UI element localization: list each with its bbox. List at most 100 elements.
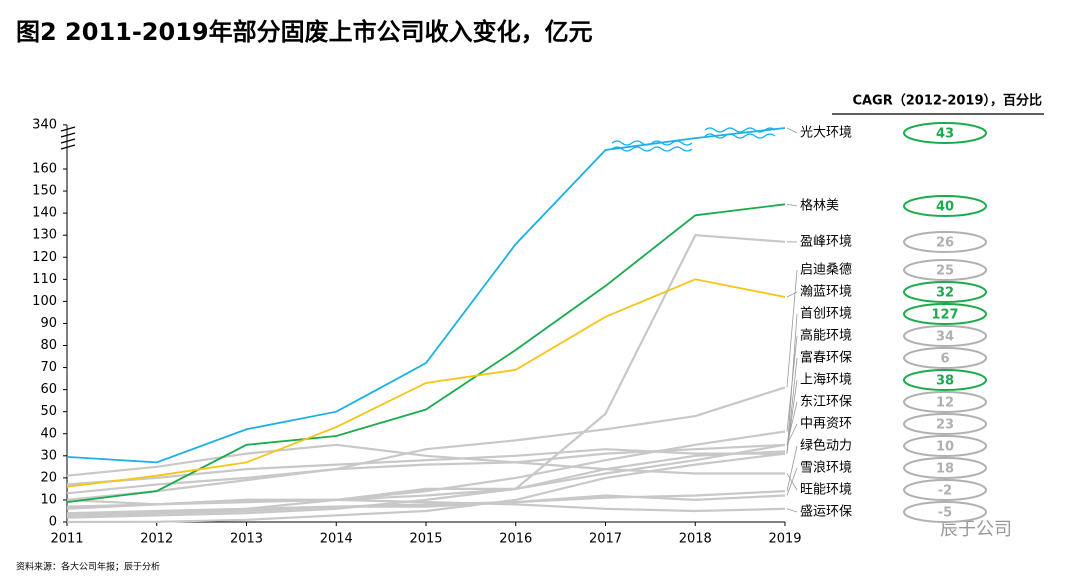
cagr-pill: [903, 259, 987, 281]
axis-break: [60, 126, 76, 150]
label-leader: [786, 269, 798, 388]
legend-label: 盛运环保: [800, 505, 852, 520]
series-line: [66, 203, 786, 503]
series-line: [66, 278, 786, 488]
y-tick-label: 150: [32, 184, 57, 199]
legend-label: 高能环境: [800, 328, 852, 344]
y-tick-label: 40: [40, 426, 57, 441]
legend-label: 绿色动力: [800, 438, 852, 454]
cagr-value: 6: [940, 352, 949, 367]
legend-label: 旺能环境: [800, 483, 852, 498]
legend-label: 富春环保: [800, 350, 852, 366]
cagr-pill: [903, 325, 987, 347]
series-line: [66, 234, 786, 508]
y-tick-label: 60: [40, 382, 57, 397]
legend-label: 雪浪环境: [800, 461, 852, 476]
y-tick-label: 10: [40, 492, 57, 507]
source-note: 资料来源：各大公司年报；辰于分析: [16, 561, 160, 573]
series-line: [66, 443, 786, 495]
cagr-pill: [903, 479, 987, 501]
lines: [66, 127, 786, 524]
y-tick-label: 130: [32, 228, 57, 243]
cagr-pill: [903, 195, 987, 217]
cagr-pill: [903, 281, 987, 303]
watermark: 辰于公司: [940, 519, 1012, 540]
cagr-pill: [903, 122, 987, 144]
x-tick-label: 2015: [409, 532, 442, 547]
cagr-value: 43: [936, 127, 954, 142]
legend-label: 首创环境: [800, 307, 852, 322]
legend-label: 启迪桑德: [800, 263, 852, 278]
cagr-value: 25: [936, 264, 954, 279]
chart-title: 图2 2011-2019年部分固废上市公司收入变化，亿元: [16, 18, 593, 46]
cagr-pill: [903, 369, 987, 391]
legend-label: 瀚蓝环境: [800, 285, 852, 300]
x-tick-label: 2013: [230, 532, 263, 547]
label-leader: [786, 203, 798, 207]
cagr-pill: [903, 457, 987, 479]
series-line: [66, 452, 786, 524]
label-leader: [786, 379, 798, 452]
x-tick-label: 2011: [50, 532, 83, 547]
y-tick-label: 50: [40, 404, 57, 419]
cagr-value: 12: [936, 396, 954, 411]
legend-label: 光大环境: [800, 126, 852, 141]
legend-label: 中再资环: [800, 417, 852, 432]
label-leader: [786, 401, 798, 445]
cagr-pill: [903, 231, 987, 253]
label-leader: [786, 423, 798, 445]
legend-label: 盈峰环境: [800, 235, 852, 250]
cagr-pill: [903, 413, 987, 435]
cagr-pill: [903, 391, 987, 413]
label-leader: [786, 445, 798, 492]
cagr-pill: [903, 501, 987, 523]
legend-label: 格林美: [800, 198, 839, 214]
cagr-value: 23: [936, 418, 954, 433]
cagr-value: 40: [936, 200, 954, 215]
legend-label: 东江环保: [800, 395, 852, 410]
y-tick-label: 20: [40, 470, 57, 485]
series-line: [66, 386, 786, 501]
y-tick-label: 70: [40, 360, 57, 375]
cagr-pill: [903, 303, 987, 325]
y-tick-label: 340: [32, 117, 57, 132]
y-tick-label: 0: [49, 515, 57, 530]
y-tick-label: 30: [40, 448, 57, 463]
series-line: [66, 490, 786, 515]
y-tick-label: 140: [32, 206, 57, 221]
x-tick-label: 2017: [589, 532, 622, 547]
cagr-value: 127: [931, 308, 958, 323]
cagr-title: CAGR（2012-2019），百分比: [852, 93, 1042, 109]
cagr-value: 38: [936, 374, 954, 389]
x-tick-label: 2014: [320, 532, 353, 547]
x-tick-label: 2012: [140, 532, 173, 547]
label-leader: [786, 291, 798, 298]
y-tick-label: 160: [32, 162, 57, 177]
cagr-value: 26: [936, 236, 954, 251]
series-line: [66, 494, 786, 517]
series-line: [66, 443, 785, 477]
y-tick-label: 110: [32, 272, 57, 287]
label-leader: [786, 473, 798, 491]
legend-label: 上海环境: [800, 373, 852, 388]
cagr-value: -5: [938, 506, 952, 521]
label-leader: [786, 127, 798, 134]
cagr-value: 10: [936, 440, 954, 455]
cagr-value: -2: [938, 484, 952, 499]
x-tick-label: 2019: [768, 532, 801, 547]
series-line: [66, 127, 786, 464]
label-leader: [786, 335, 798, 432]
cagr-pill: [903, 435, 987, 457]
y-tick-label: 100: [32, 294, 57, 309]
x-tick-label: 2016: [499, 532, 532, 547]
label-leader: [786, 508, 798, 513]
cagr-value: 32: [936, 286, 954, 301]
y-tick-label: 80: [40, 338, 57, 353]
series-line: [66, 498, 786, 513]
cagr-value: 18: [936, 462, 954, 477]
y-tick-label: 120: [32, 250, 57, 265]
x-tick-label: 2018: [679, 532, 712, 547]
y-tick-label: 90: [40, 316, 57, 331]
cagr-value: 34: [936, 330, 954, 345]
